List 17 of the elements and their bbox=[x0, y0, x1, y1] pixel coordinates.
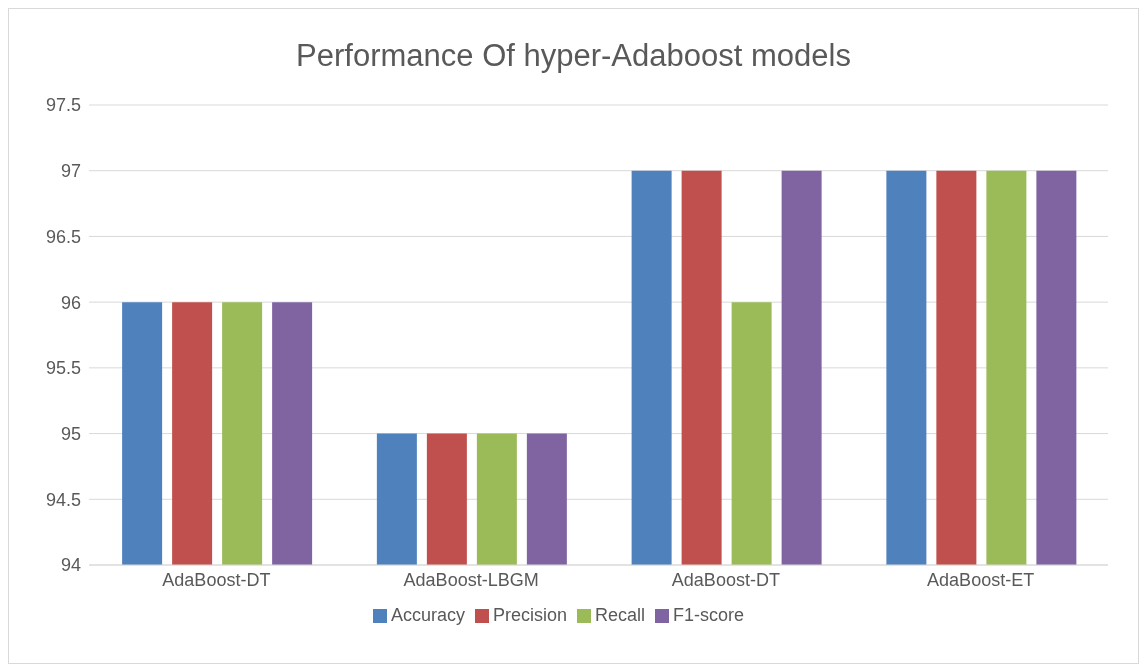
x-tick-label: AdaBoost-ET bbox=[927, 569, 1035, 590]
legend-label: Accuracy bbox=[390, 605, 465, 625]
x-tick-label: AdaBoost-DT bbox=[162, 569, 271, 590]
y-tick-label: 94.5 bbox=[45, 489, 81, 510]
y-tick-label: 96.5 bbox=[45, 226, 81, 247]
legend-label: Recall bbox=[595, 605, 646, 625]
chart-title: Performance Of hyper-Adaboost models bbox=[295, 37, 852, 75]
y-tick-label: 97.5 bbox=[45, 95, 81, 116]
y-tick-label: 95 bbox=[60, 423, 81, 444]
x-tick-label: AdaBoost-DT bbox=[671, 569, 780, 590]
legend-label: F1-score bbox=[673, 605, 745, 625]
y-tick-label: 94 bbox=[60, 555, 81, 576]
y-tick-label: 96 bbox=[60, 292, 81, 313]
legend-label: Precision bbox=[492, 605, 567, 625]
y-tick-label: 95.5 bbox=[45, 358, 81, 379]
x-tick-label: AdaBoost-LBGM bbox=[403, 569, 539, 590]
y-tick-label: 97 bbox=[60, 161, 81, 182]
